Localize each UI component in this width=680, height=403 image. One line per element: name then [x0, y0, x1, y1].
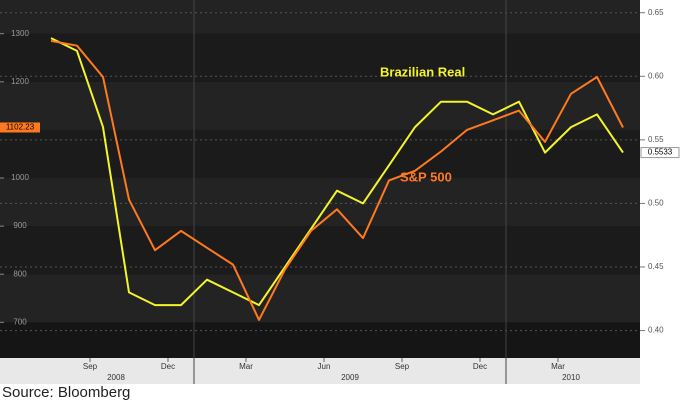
x-tick-label: Mar — [551, 362, 565, 371]
y2-tick-label: 0.60 — [648, 71, 664, 80]
x-tick-label: Dec — [161, 362, 175, 371]
x-axis-band — [0, 358, 640, 384]
chart-layer: 70080090010001100120013000.400.450.500.5… — [0, 0, 680, 384]
series-line — [50, 37, 624, 307]
year-label: 2009 — [341, 373, 359, 382]
year-label: 2010 — [562, 373, 580, 382]
band — [0, 178, 640, 227]
y-tick-label: 1300 — [11, 29, 29, 38]
y2-tick-label: 0.55 — [648, 135, 664, 144]
x-tick-label: Jun — [318, 362, 331, 371]
current-tag — [0, 122, 40, 133]
series-label: Brazilian Real — [380, 64, 465, 79]
y-tick-label: 1200 — [11, 77, 29, 86]
y2-tick-label: 0.50 — [648, 199, 664, 208]
year-label: 2008 — [107, 373, 125, 382]
band — [0, 33, 640, 82]
x-tick-label: Dec — [473, 362, 487, 371]
series-line — [50, 39, 624, 321]
current-tag-label: 0.5533 — [648, 148, 673, 157]
y2-tick-label: 0.65 — [648, 8, 664, 17]
band — [0, 0, 640, 34]
band — [0, 129, 640, 178]
x-tick-label: Mar — [239, 362, 253, 371]
band — [0, 274, 640, 323]
y-tick-label: 900 — [13, 221, 27, 230]
y-tick-label: 1000 — [11, 173, 29, 182]
y-tick-label: 700 — [13, 317, 27, 326]
current-tag-label: 1102.23 — [6, 123, 35, 132]
x-tick-label: Sep — [83, 362, 98, 371]
current-tag — [640, 147, 680, 159]
band — [0, 226, 640, 275]
x-tick-label: Sep — [395, 362, 410, 371]
y2-tick-label: 0.40 — [648, 326, 664, 335]
y2-tick-label: 0.45 — [648, 262, 664, 271]
series-label: S&P 500 — [400, 169, 452, 184]
y-tick-label: 800 — [13, 269, 27, 278]
source-note: Source: Bloomberg — [2, 384, 130, 401]
